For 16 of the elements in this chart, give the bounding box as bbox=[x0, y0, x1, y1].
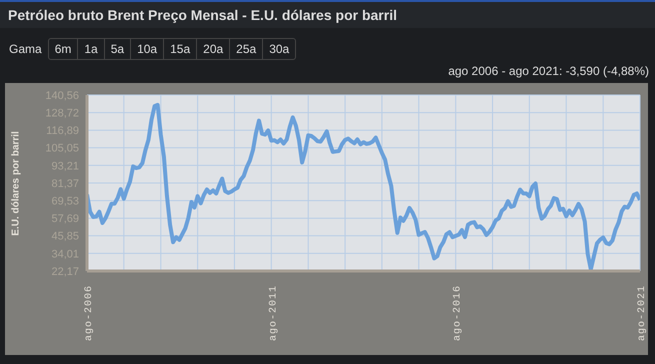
y-axis-title: E.U. dólares por barril bbox=[10, 130, 22, 236]
text: 15a bbox=[163, 39, 196, 59]
x-tick-label: ago-2011 bbox=[268, 285, 280, 342]
text: 6m bbox=[54, 41, 72, 58]
chart-subtitle: ago 2006 - ago 2021: -3,590 (-4,88%) bbox=[448, 64, 649, 78]
text: 30a bbox=[262, 39, 296, 59]
text: 10a bbox=[130, 39, 164, 59]
x-tick-label: ago-2016 bbox=[452, 285, 464, 342]
text: 1a bbox=[77, 39, 104, 59]
text: 25a bbox=[229, 39, 262, 59]
text: 20a bbox=[196, 39, 230, 59]
text: Gama bbox=[9, 42, 42, 56]
text: 5a bbox=[104, 39, 130, 59]
x-tick-label: ago-2021 bbox=[637, 285, 648, 342]
x-tick-label: ago-2006 bbox=[84, 285, 95, 342]
chart-title: Petróleo bruto Brent Preço Mensal - E.U. dólares por barril bbox=[0, 2, 655, 28]
